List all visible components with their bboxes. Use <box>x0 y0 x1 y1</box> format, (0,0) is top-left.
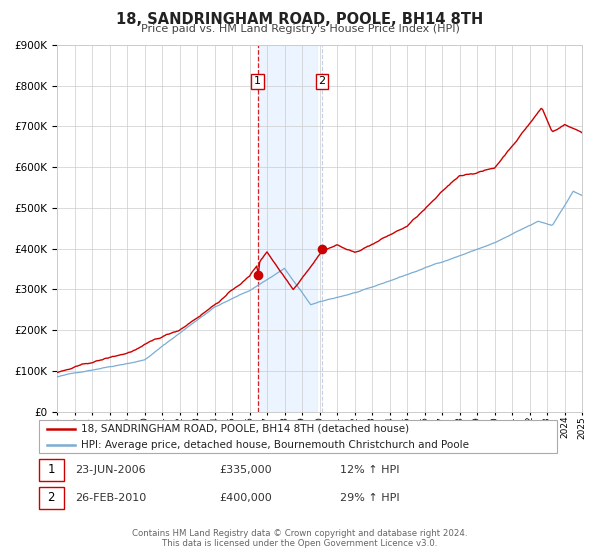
Bar <box>258 45 317 412</box>
FancyBboxPatch shape <box>38 487 64 509</box>
Text: 26-FEB-2010: 26-FEB-2010 <box>76 493 146 503</box>
Text: 12% ↑ HPI: 12% ↑ HPI <box>341 465 400 475</box>
Text: 29% ↑ HPI: 29% ↑ HPI <box>341 493 400 503</box>
Text: 1: 1 <box>47 463 55 477</box>
Text: Contains HM Land Registry data © Crown copyright and database right 2024.: Contains HM Land Registry data © Crown c… <box>132 529 468 538</box>
Text: Price paid vs. HM Land Registry's House Price Index (HPI): Price paid vs. HM Land Registry's House … <box>140 24 460 34</box>
FancyBboxPatch shape <box>38 459 64 481</box>
Text: £400,000: £400,000 <box>220 493 272 503</box>
Text: 2: 2 <box>47 491 55 505</box>
FancyBboxPatch shape <box>38 420 557 453</box>
Text: £335,000: £335,000 <box>220 465 272 475</box>
Text: 1: 1 <box>254 77 261 86</box>
Text: This data is licensed under the Open Government Licence v3.0.: This data is licensed under the Open Gov… <box>163 539 437 548</box>
Text: 23-JUN-2006: 23-JUN-2006 <box>76 465 146 475</box>
Text: 18, SANDRINGHAM ROAD, POOLE, BH14 8TH (detached house): 18, SANDRINGHAM ROAD, POOLE, BH14 8TH (d… <box>80 423 409 433</box>
Text: HPI: Average price, detached house, Bournemouth Christchurch and Poole: HPI: Average price, detached house, Bour… <box>80 440 469 450</box>
Text: 18, SANDRINGHAM ROAD, POOLE, BH14 8TH: 18, SANDRINGHAM ROAD, POOLE, BH14 8TH <box>116 12 484 27</box>
Text: 2: 2 <box>319 77 326 86</box>
